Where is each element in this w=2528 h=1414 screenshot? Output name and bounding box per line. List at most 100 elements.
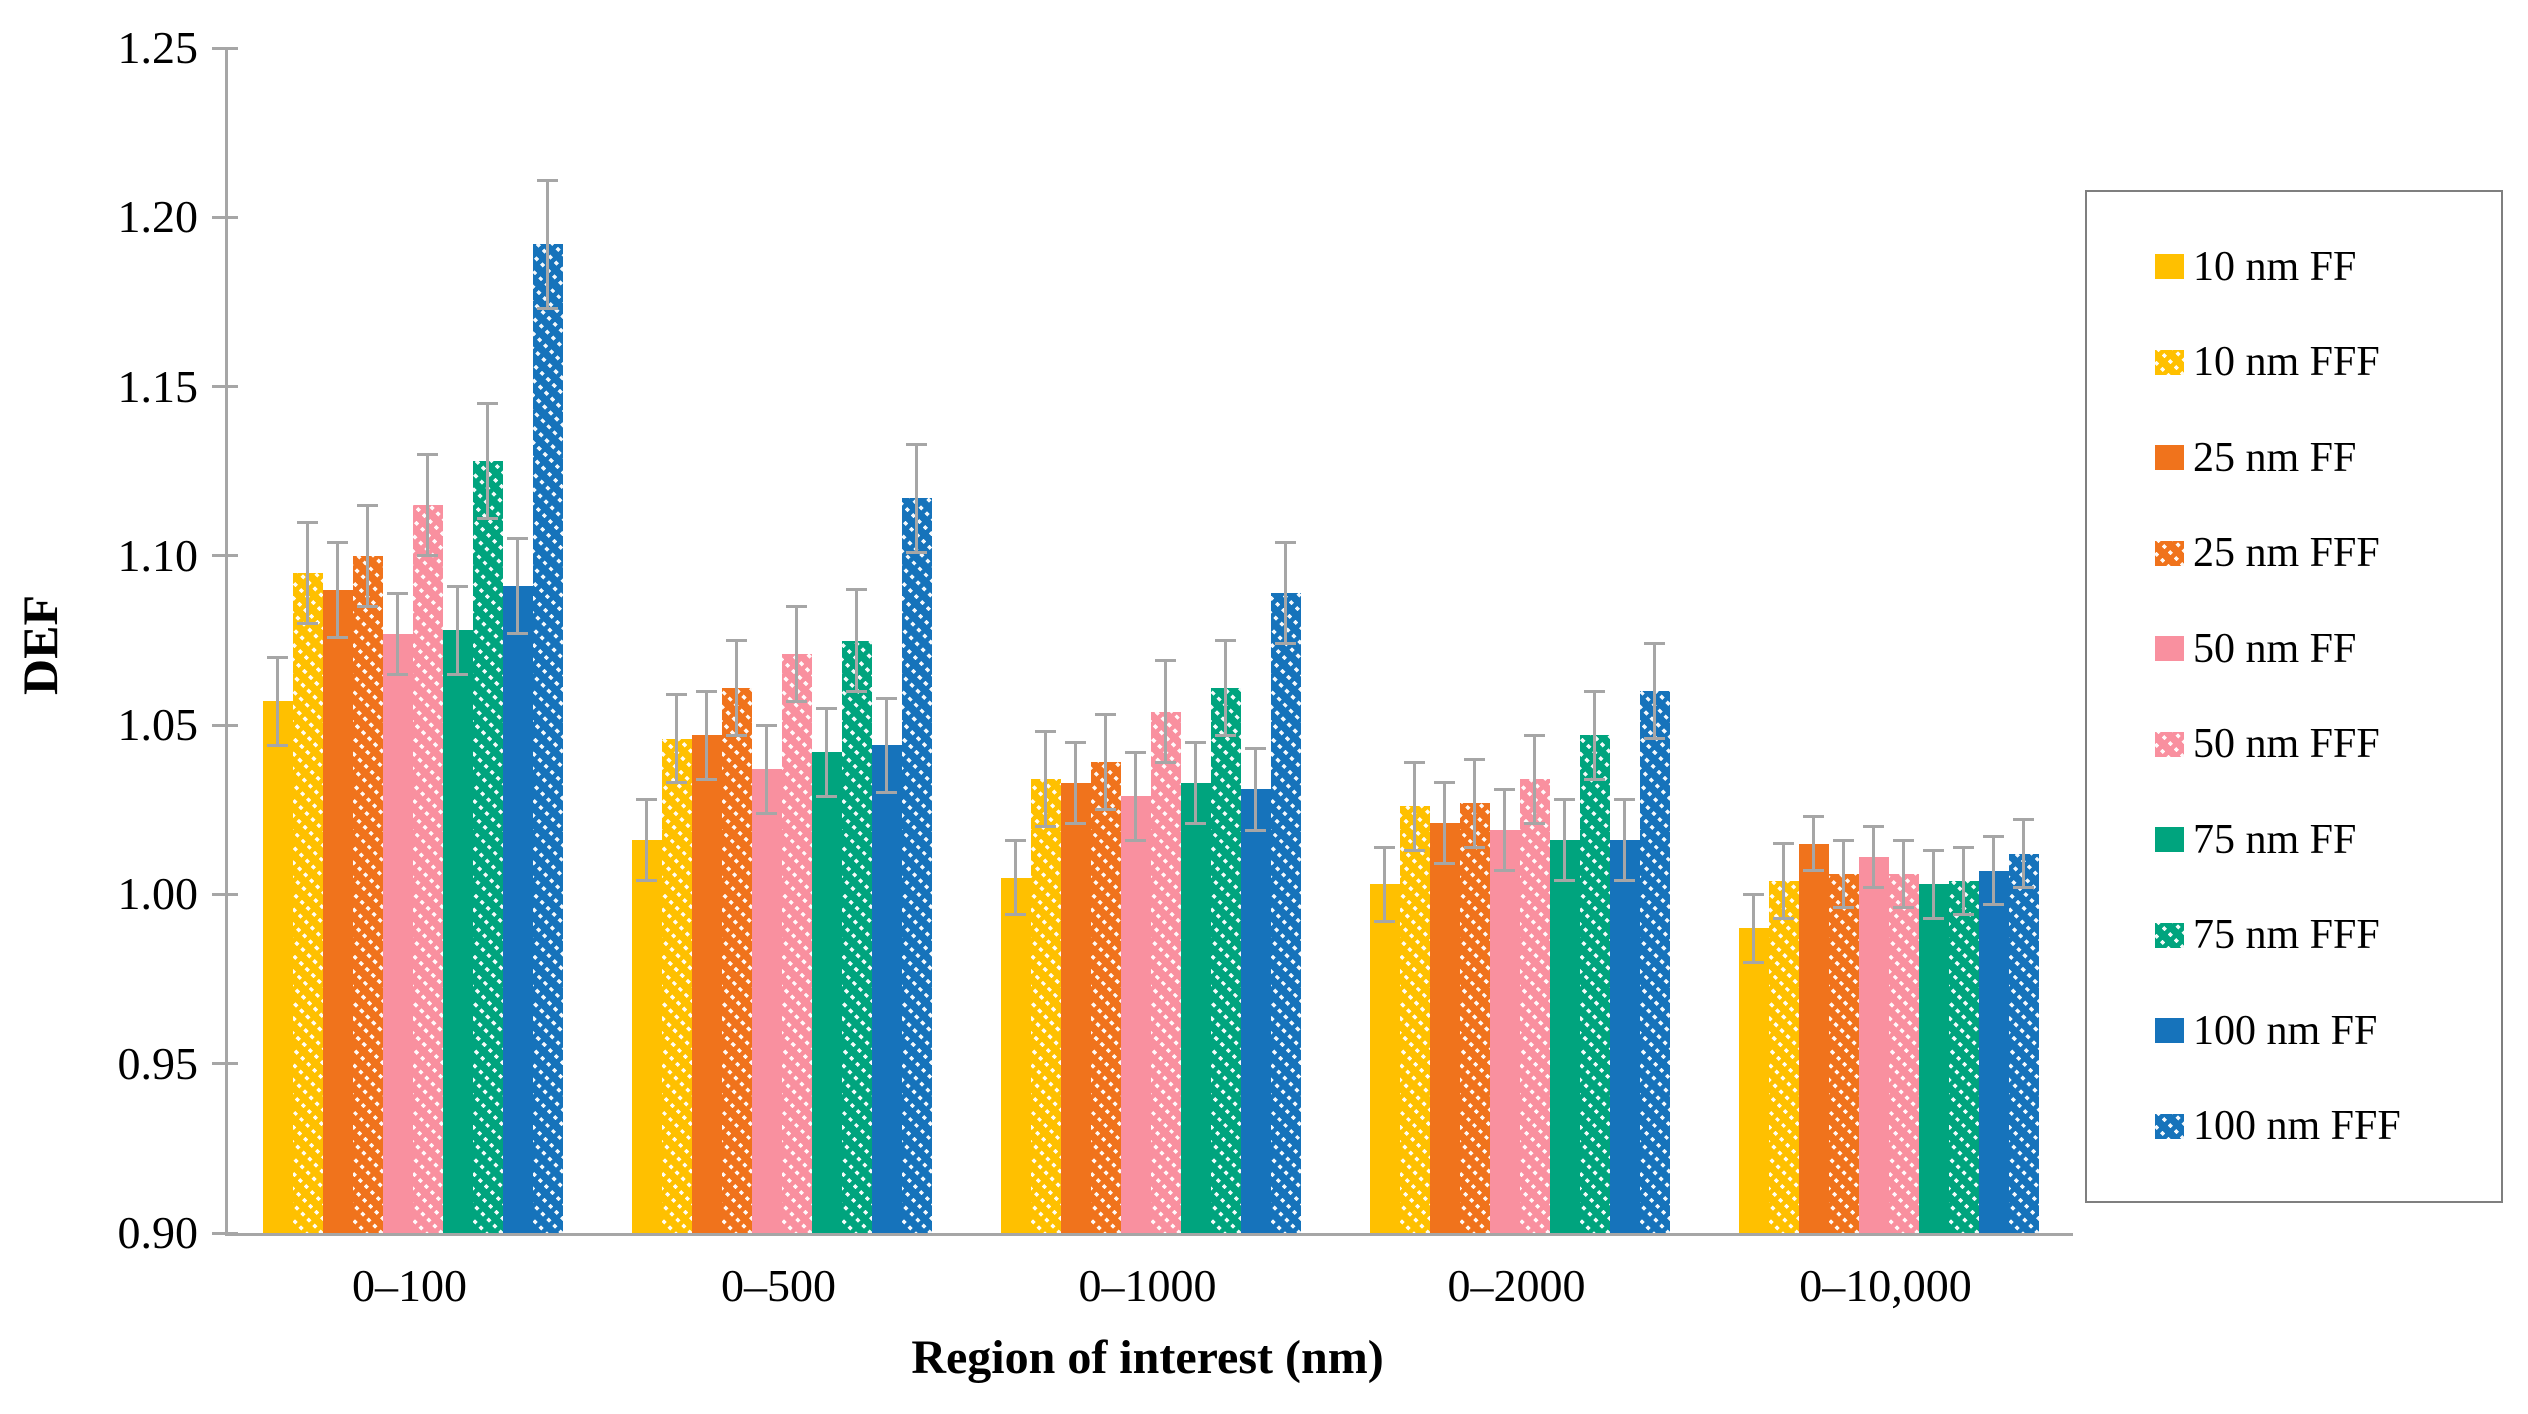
error-bar-cap — [1275, 642, 1296, 646]
legend-item: 25 nm FF — [2155, 437, 2501, 479]
bar — [841, 640, 872, 1233]
error-bar — [336, 542, 339, 638]
error-bar-cap — [1245, 828, 1266, 832]
y-axis-tick — [212, 385, 238, 389]
error-bar — [1284, 542, 1287, 644]
error-bar — [735, 640, 738, 736]
bar — [2008, 853, 2039, 1233]
error-bar-cap — [816, 706, 837, 710]
legend-swatch — [2155, 731, 2184, 757]
error-bar-cap — [477, 402, 498, 405]
error-bar-cap — [696, 777, 717, 781]
error-bar — [1782, 843, 1785, 919]
bar — [292, 572, 323, 1233]
bar — [382, 633, 413, 1233]
legend-label: 10 nm FF — [2193, 243, 2357, 290]
error-bar-cap — [1743, 960, 1764, 964]
bar — [1210, 687, 1241, 1233]
error-bar — [516, 538, 519, 634]
error-bar — [825, 708, 828, 797]
error-bar — [2022, 819, 2025, 888]
error-bar-cap — [1125, 838, 1146, 842]
error-bar-cap — [297, 520, 318, 524]
bar — [1000, 877, 1031, 1233]
error-bar-cap — [1215, 733, 1236, 737]
legend-label: 50 nm FFF — [2193, 721, 2380, 768]
error-bar-cap — [1833, 906, 1854, 910]
error-bar-cap — [1275, 540, 1296, 544]
bar — [1639, 691, 1670, 1233]
error-bar-cap — [2013, 886, 2034, 890]
error-bar — [1962, 847, 1965, 915]
error-bar — [675, 694, 678, 783]
error-bar — [1872, 826, 1875, 888]
error-bar-cap — [1374, 920, 1395, 923]
error-bar — [1902, 840, 1905, 908]
error-bar-cap — [1923, 848, 1944, 852]
error-bar-cap — [1155, 659, 1176, 663]
bar — [1429, 823, 1460, 1233]
error-bar-cap — [1434, 862, 1455, 866]
error-bar-cap — [417, 554, 438, 558]
error-bar — [1473, 759, 1476, 848]
error-bar-cap — [1125, 750, 1146, 754]
error-bar-cap — [1554, 798, 1575, 802]
bar — [1948, 880, 1979, 1233]
error-bar — [1992, 836, 1995, 905]
error-bar — [1752, 894, 1755, 963]
error-bar-cap — [1095, 808, 1116, 812]
legend-swatch — [2155, 636, 2184, 662]
bar — [721, 687, 752, 1233]
error-bar — [1164, 660, 1167, 763]
error-bar-cap — [1065, 740, 1086, 744]
y-tick-label: 1.25 — [117, 22, 199, 73]
bar — [1828, 874, 1859, 1233]
bar — [901, 498, 932, 1233]
x-category-label: 0–100 — [352, 1260, 467, 1311]
bar — [661, 738, 692, 1233]
error-bar — [795, 606, 798, 702]
y-axis-tick — [212, 892, 238, 896]
error-bar-cap — [477, 517, 498, 521]
error-bar-cap — [1035, 825, 1056, 829]
bar — [1399, 806, 1430, 1233]
y-tick-label: 0.95 — [117, 1037, 199, 1089]
error-bar-cap — [2013, 818, 2034, 822]
error-bar-cap — [1644, 737, 1665, 741]
error-bar — [426, 454, 429, 556]
legend-item: 75 nm FFF — [2155, 914, 2501, 956]
error-bar-cap — [1404, 760, 1425, 764]
error-bar-cap — [1584, 777, 1605, 781]
bar — [1030, 779, 1061, 1233]
bar — [472, 461, 503, 1233]
bar — [1270, 593, 1301, 1233]
error-bar-cap — [1893, 906, 1914, 910]
bar — [1579, 735, 1610, 1233]
error-bar — [1104, 714, 1107, 810]
bar — [532, 244, 563, 1233]
bar — [1150, 711, 1181, 1233]
bar — [871, 745, 902, 1233]
error-bar — [396, 593, 399, 675]
y-axis-tick — [212, 723, 238, 727]
bar — [1180, 782, 1211, 1233]
error-bar-cap — [447, 584, 468, 588]
error-bar-cap — [537, 178, 558, 182]
y-axis-tick — [212, 215, 238, 219]
bar — [1369, 884, 1400, 1233]
bar — [1858, 857, 1889, 1233]
error-bar — [546, 180, 549, 309]
error-bar-cap — [1614, 798, 1635, 802]
error-bar — [1563, 799, 1566, 881]
bar — [751, 769, 782, 1233]
bar — [631, 840, 662, 1233]
error-bar — [1812, 816, 1815, 871]
error-bar-cap — [387, 591, 408, 595]
error-bar-cap — [726, 639, 747, 642]
legend-swatch — [2155, 349, 2184, 375]
error-bar-cap — [1743, 892, 1764, 896]
bar — [322, 589, 353, 1233]
y-axis-tick — [212, 554, 238, 558]
legend-swatch — [2155, 1113, 2184, 1139]
y-tick-label: 0.90 — [117, 1207, 199, 1258]
